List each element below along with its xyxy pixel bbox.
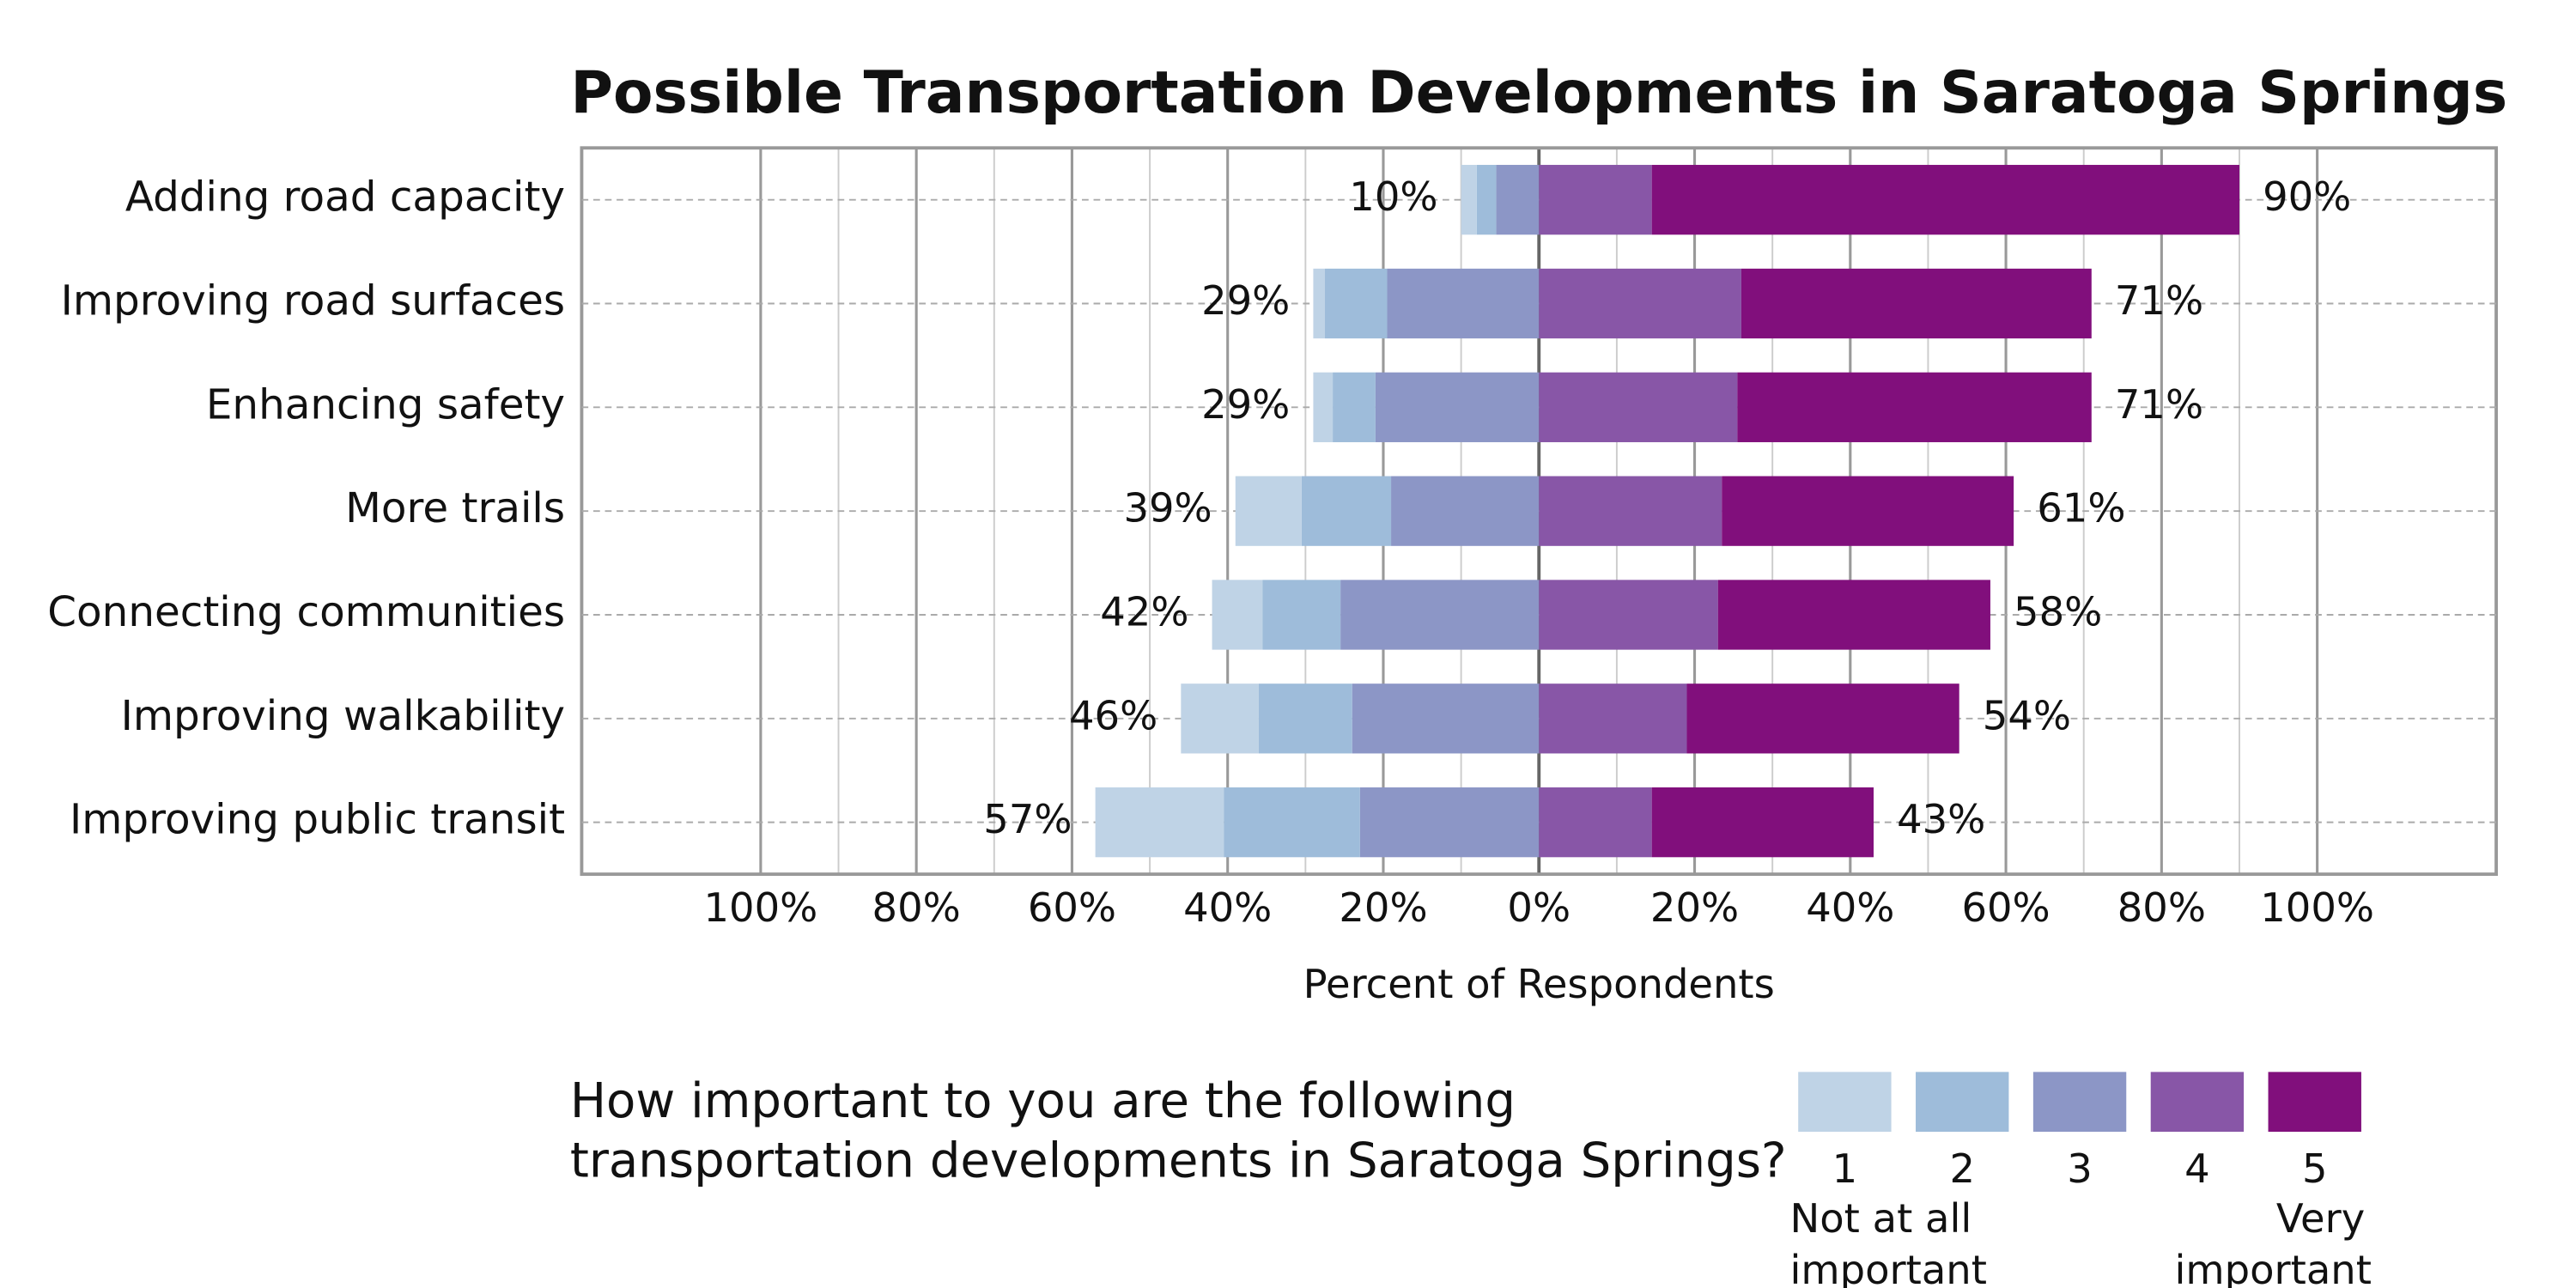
bar-segment [1313, 372, 1334, 442]
legend-high-label: Very [2276, 1195, 2365, 1242]
bar-segment [1737, 372, 2092, 442]
left-total-label: 29% [1201, 277, 1290, 324]
legend-low-label: Not at all [1790, 1195, 1972, 1242]
x-axis-label: Percent of Respondents [1303, 961, 1775, 1007]
bar-segment [1333, 372, 1376, 442]
x-tick-label: 40% [1806, 884, 1894, 931]
y-tick-label: Improving public transit [70, 796, 565, 844]
left-total-label: 39% [1123, 485, 1212, 532]
legend-swatch [1798, 1072, 1892, 1133]
left-total-label: 42% [1100, 588, 1188, 635]
legend-label: 4 [2184, 1145, 2210, 1192]
right-total-label: 43% [1897, 796, 1985, 842]
left-total-label: 57% [983, 796, 1072, 842]
legend-label: 1 [1832, 1145, 1858, 1192]
right-total-label: 71% [2115, 277, 2203, 324]
x-tick-label: 60% [1961, 884, 2050, 931]
right-total-label: 54% [1983, 692, 2071, 738]
bar-segment [1313, 268, 1326, 339]
x-tick-label: 100% [2260, 884, 2374, 931]
x-tick-label: 100% [704, 884, 818, 931]
bar-segment [1476, 165, 1497, 235]
bar-segment [1212, 580, 1263, 650]
bar-segment [1340, 580, 1540, 650]
bar-segment [1359, 787, 1540, 858]
bar-segment [1539, 787, 1652, 858]
bar-segment [1686, 683, 1959, 754]
chart-title: Possible Transportation Developments in … [570, 58, 2507, 126]
bar-segment [1717, 580, 1990, 650]
x-tick-label: 40% [1183, 884, 1272, 931]
y-tick-label: Improving walkability [121, 692, 565, 740]
x-tick-label: 0% [1507, 884, 1571, 931]
legend-question: transportation developments in Saratoga … [570, 1133, 1787, 1188]
x-tick-label: 80% [2117, 884, 2206, 931]
bar-segment [1741, 268, 2092, 339]
right-total-label: 71% [2115, 381, 2203, 428]
bar-segment [1539, 476, 1722, 546]
legend-swatch [2032, 1072, 2127, 1133]
right-total-label: 58% [2014, 588, 2102, 635]
bar-segment [1095, 787, 1224, 858]
bar-segment [1387, 268, 1540, 339]
bar-segment [1539, 683, 1687, 754]
legend-label: 3 [2067, 1145, 2093, 1192]
legend-label: 5 [2302, 1145, 2328, 1192]
x-tick-label: 60% [1028, 884, 1116, 931]
bar-segment [1496, 165, 1540, 235]
bar-segment [1235, 476, 1302, 546]
left-total-label: 29% [1201, 381, 1290, 428]
legend-swatch [1916, 1072, 2009, 1133]
bar-segment [1539, 268, 1741, 339]
y-tick-label: Enhancing safety [206, 380, 565, 428]
right-total-label: 61% [2037, 485, 2125, 532]
right-total-label: 90% [2263, 173, 2351, 220]
y-tick-label: Connecting communities [47, 588, 565, 636]
bar-segment [1224, 787, 1360, 858]
x-tick-label: 80% [872, 884, 961, 931]
legend-low-label: important [1790, 1247, 1987, 1288]
bar-segment [1722, 476, 2014, 546]
bar-segment [1301, 476, 1392, 546]
legend-high-label: important [2175, 1247, 2372, 1288]
x-tick-label: 20% [1339, 884, 1427, 931]
bar-segment [1258, 683, 1352, 754]
bar-segment [1539, 580, 1718, 650]
bar-segment [1461, 165, 1477, 235]
x-tick-label: 20% [1650, 884, 1739, 931]
bar-segment [1181, 683, 1259, 754]
bar-segment [1375, 372, 1540, 442]
bar-segment [1352, 683, 1540, 754]
legend-swatch [2268, 1072, 2361, 1133]
bar-segment [1391, 476, 1540, 546]
bar-segment [1651, 787, 1874, 858]
bar-segment [1262, 580, 1341, 650]
y-tick-label: Adding road capacity [125, 173, 565, 222]
bar-segment [1539, 165, 1652, 235]
legend-question: How important to you are the following [570, 1073, 1516, 1129]
y-tick-label: More trails [345, 484, 565, 532]
left-total-label: 10% [1349, 173, 1437, 220]
bar-segment [1539, 372, 1738, 442]
legend-label: 2 [1949, 1145, 1975, 1192]
legend-swatch [2150, 1072, 2245, 1133]
bar-segment [1651, 165, 2239, 235]
bar-segment [1325, 268, 1388, 339]
y-tick-label: Improving road surfaces [61, 277, 565, 325]
left-total-label: 46% [1069, 692, 1157, 738]
